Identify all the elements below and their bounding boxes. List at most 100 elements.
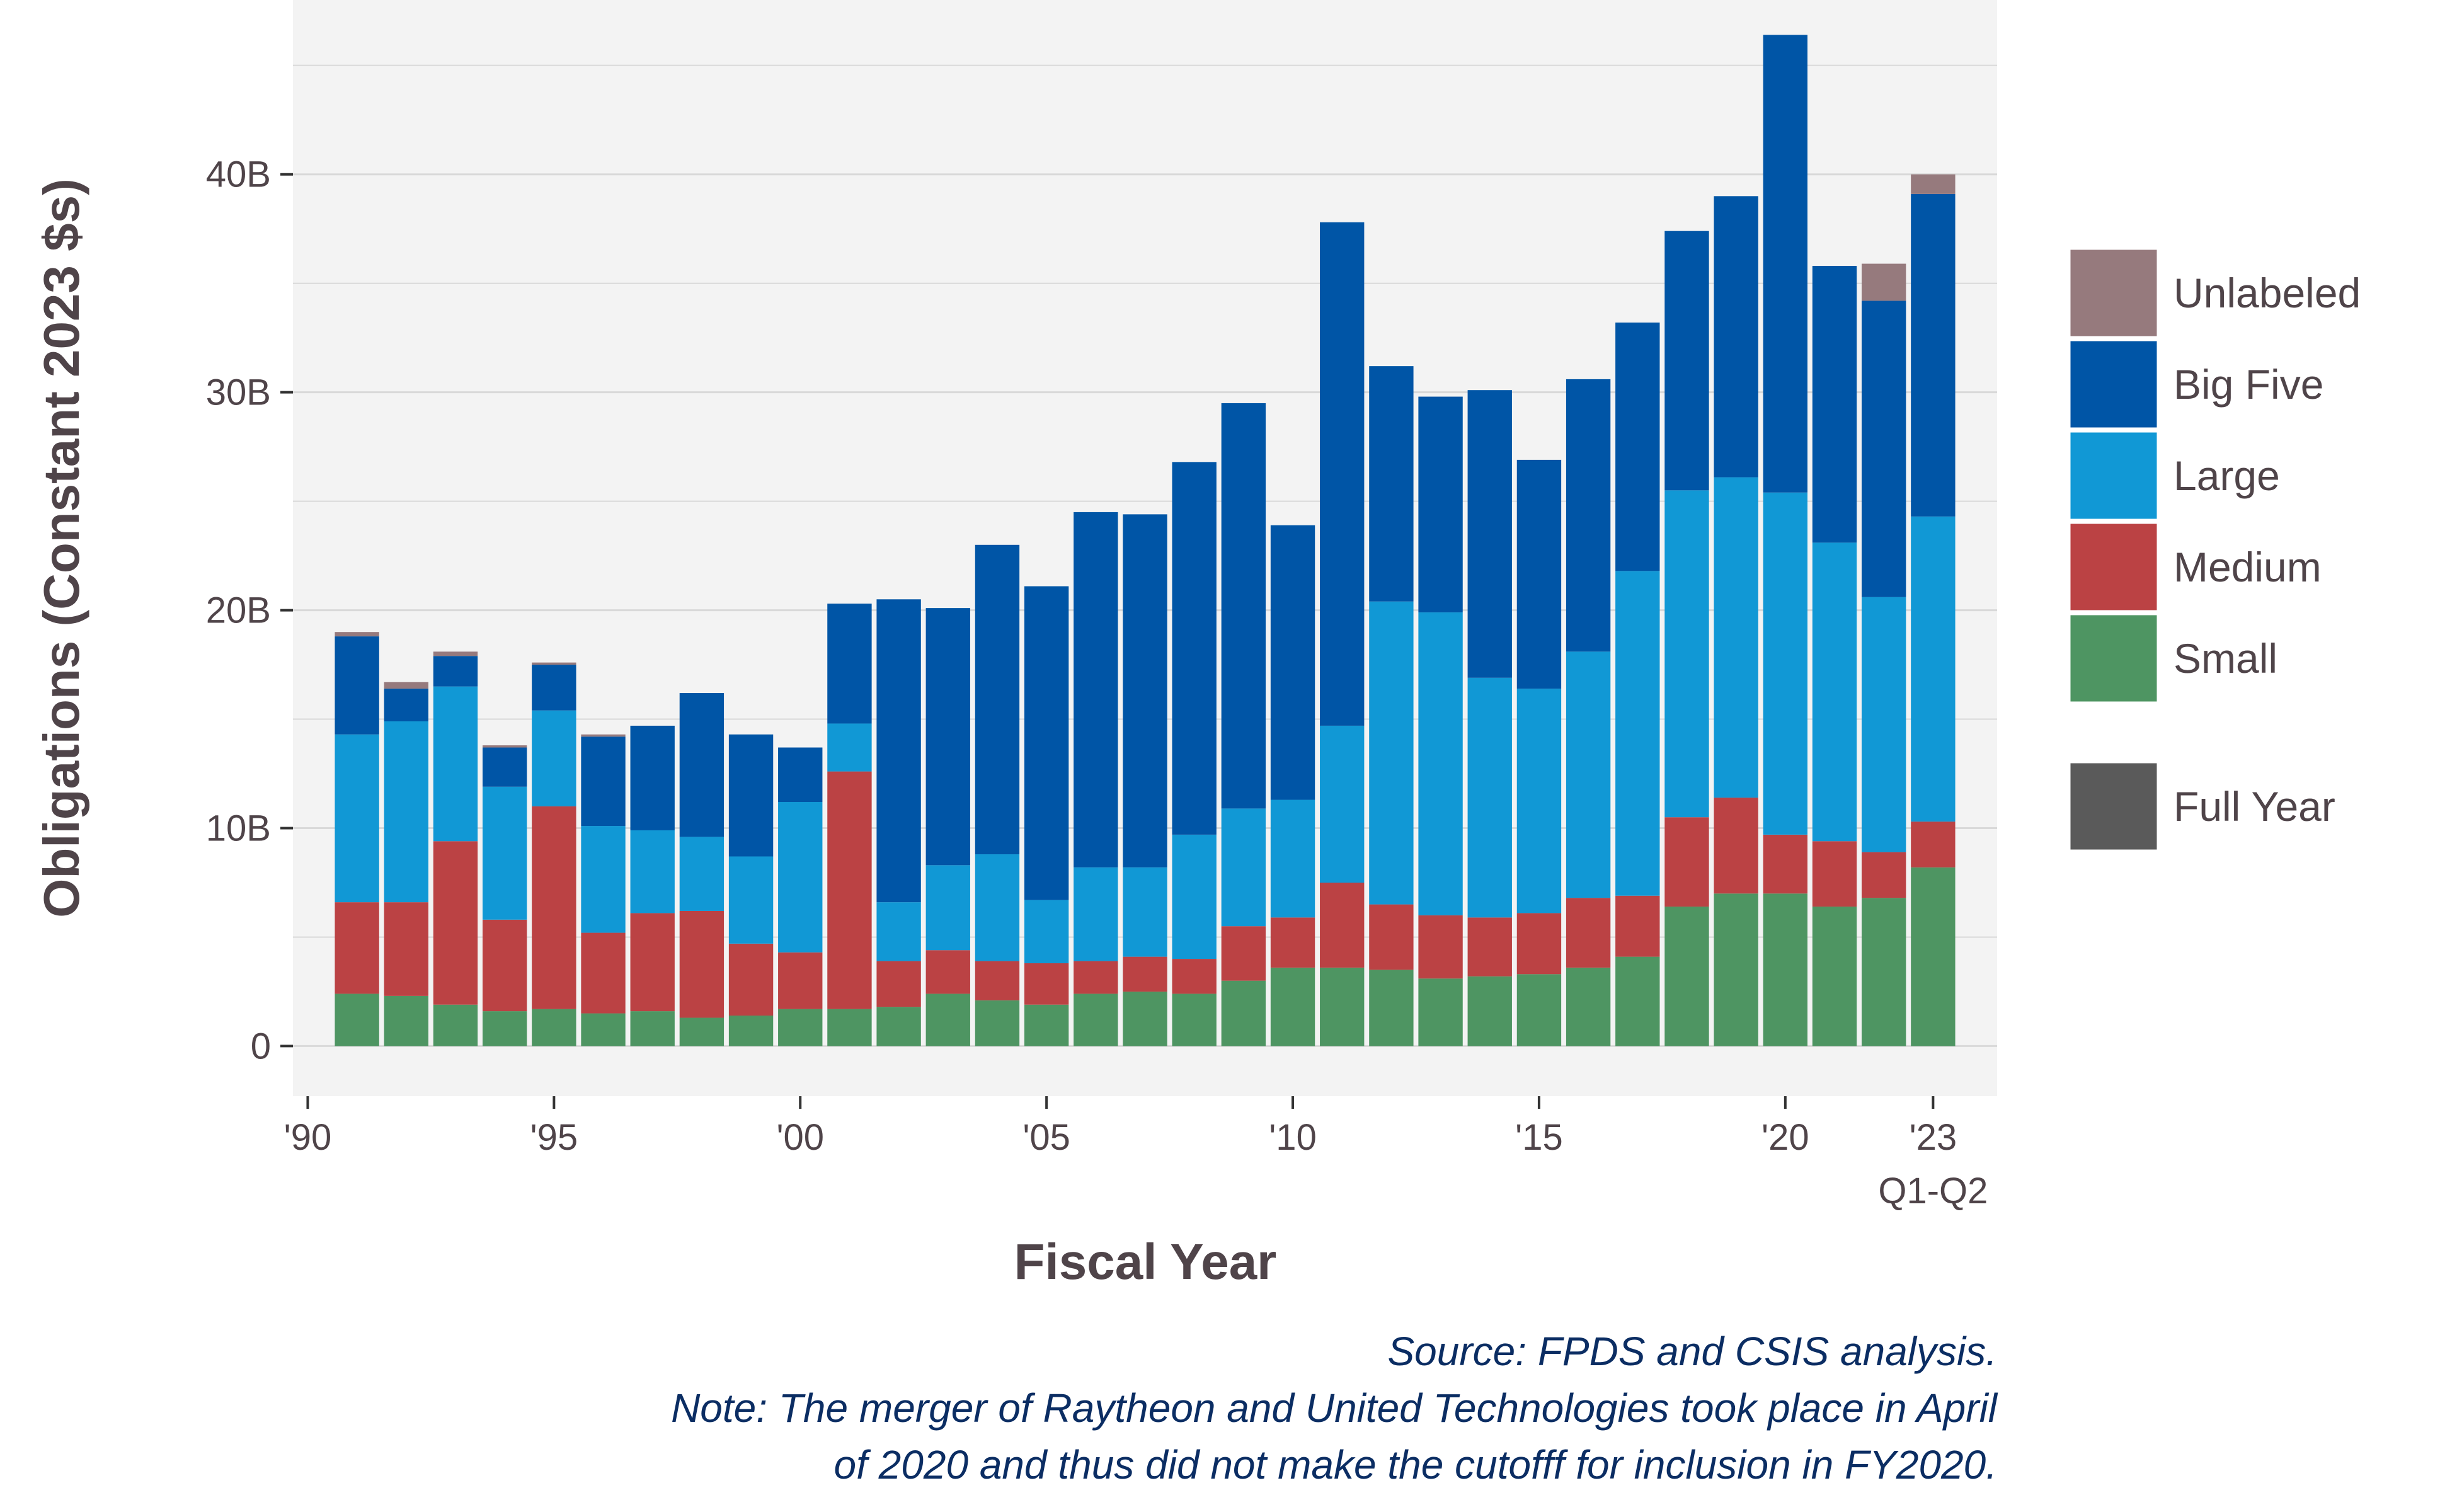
bar-segment-large bbox=[1123, 867, 1167, 957]
y-tick-label: 20B bbox=[206, 590, 271, 631]
bar-segment-medium bbox=[1615, 895, 1660, 957]
bar-segment-large bbox=[1221, 808, 1266, 927]
bar-segment-medium bbox=[433, 841, 478, 1005]
bar-segment-big-five bbox=[827, 604, 872, 724]
bar-segment-medium bbox=[925, 950, 970, 994]
bar-segment-medium bbox=[1123, 956, 1167, 992]
y-tick-label: 10B bbox=[206, 808, 271, 849]
bar-segment-medium bbox=[1221, 926, 1266, 981]
bar-segment-big-five bbox=[1024, 586, 1069, 900]
bar-segment-large bbox=[1320, 725, 1365, 883]
y-tick-label: 40B bbox=[206, 154, 271, 195]
y-axis-title: Obligations (Constant 2023 $s) bbox=[33, 178, 89, 918]
bar-segment-small bbox=[1467, 976, 1512, 1046]
bar-segment-medium bbox=[335, 902, 379, 994]
bar-segment-big-five bbox=[630, 725, 675, 830]
bar-segment-large bbox=[335, 734, 379, 903]
legend: Unlabeled Big Five Large Medium Small Full Ye… bbox=[2068, 248, 2361, 852]
bar-segment-big-five bbox=[1566, 379, 1611, 652]
bar-segment-small bbox=[1123, 991, 1167, 1046]
bar-segment-big-five bbox=[335, 636, 379, 735]
bar-segment-large bbox=[1467, 677, 1512, 918]
note-line-2: Note: The merger of Raytheon and United … bbox=[671, 1385, 1998, 1431]
x-tick-label: '10 bbox=[1269, 1117, 1317, 1158]
y-tick-label: 30B bbox=[206, 372, 271, 413]
bar-segment-large bbox=[1566, 651, 1611, 898]
bar-segment-large bbox=[1812, 542, 1857, 842]
bar-segment-big-five bbox=[384, 689, 428, 722]
bar-segment-big-five bbox=[1812, 266, 1857, 543]
bar-segment-small bbox=[532, 1009, 576, 1046]
bar-segment-small bbox=[482, 1011, 527, 1046]
bar-segment-big-five bbox=[1911, 193, 1956, 517]
bar-segment-large bbox=[1763, 492, 1808, 835]
bars bbox=[335, 35, 1956, 1046]
bar-segment-medium bbox=[1862, 852, 1906, 898]
bar-segment-medium bbox=[827, 771, 872, 1009]
bar-segment-medium bbox=[384, 902, 428, 996]
legend-key-medium bbox=[2068, 522, 2159, 612]
bar-segment-big-five bbox=[1664, 231, 1709, 491]
legend-key-large bbox=[2068, 430, 2159, 521]
bar-segment-big-five bbox=[532, 665, 576, 711]
bar-segment-small bbox=[1369, 970, 1414, 1046]
bar-segment-small bbox=[876, 1007, 921, 1046]
source-note: Source: FPDS and CSIS analysis. Note: Th… bbox=[671, 1329, 1998, 1487]
bar-segment-big-five bbox=[1369, 366, 1414, 602]
bar-segment-medium bbox=[581, 932, 626, 1014]
bar-segment-large bbox=[1172, 834, 1217, 959]
bar-segment-large bbox=[532, 710, 576, 806]
bar-segment-small bbox=[1615, 956, 1660, 1046]
bar-segment-small bbox=[1320, 967, 1365, 1046]
bar-segment-large bbox=[1418, 612, 1463, 915]
bar-segment-small bbox=[1270, 967, 1315, 1046]
note-line-3: of 2020 and thus did not make the cutoff… bbox=[834, 1442, 1998, 1487]
bar-segment-medium bbox=[876, 961, 921, 1007]
bar-segment-large bbox=[876, 902, 921, 961]
bar-segment-small bbox=[1664, 907, 1709, 1046]
bar-segment-medium bbox=[532, 806, 576, 1009]
bar-segment-medium bbox=[1664, 817, 1709, 907]
bar-segment-small bbox=[1024, 1004, 1069, 1046]
bar-segment-medium bbox=[1516, 913, 1562, 975]
legend-label: Medium bbox=[2174, 544, 2322, 590]
bar-segment-big-five bbox=[778, 747, 823, 803]
bar-segment-large bbox=[827, 723, 872, 772]
bar-segment-big-five bbox=[482, 747, 527, 787]
bar-segment-small bbox=[778, 1009, 823, 1046]
bar-segment-small bbox=[581, 1013, 626, 1046]
bar-segment-small bbox=[1418, 978, 1463, 1046]
bar-segment-small bbox=[1714, 893, 1758, 1046]
bar-segment-unlabeled bbox=[581, 734, 626, 737]
legend-label: Full Year bbox=[2174, 783, 2335, 830]
legend-key-small bbox=[2068, 613, 2159, 704]
bar-segment-big-five bbox=[975, 544, 1020, 855]
bar-segment-large bbox=[1369, 601, 1414, 905]
bar-segment-unlabeled bbox=[1911, 174, 1956, 194]
x-tick-label: '20 bbox=[1761, 1117, 1809, 1158]
bar-segment-medium bbox=[1911, 822, 1956, 868]
bar-segment-big-five bbox=[581, 736, 626, 827]
bar-segment-big-five bbox=[1467, 390, 1512, 678]
bar-segment-large bbox=[384, 721, 428, 903]
bar-segment-small bbox=[433, 1004, 478, 1046]
bar-segment-big-five bbox=[1418, 396, 1463, 613]
x-tick-label: '90 bbox=[284, 1117, 332, 1158]
bar-segment-unlabeled bbox=[1862, 263, 1906, 301]
legend-label: Unlabeled bbox=[2174, 270, 2361, 316]
x-tick-label: '15 bbox=[1515, 1117, 1563, 1158]
bar-segment-large bbox=[1516, 689, 1562, 914]
bar-segment-medium bbox=[1566, 898, 1611, 968]
legend-key-big-five bbox=[2068, 339, 2159, 430]
bar-segment-small bbox=[1566, 967, 1611, 1046]
bar-segment-medium bbox=[1714, 798, 1758, 894]
bar-segment-large bbox=[433, 686, 478, 842]
legend-label: Large bbox=[2174, 452, 2280, 499]
bar-segment-small bbox=[1516, 974, 1562, 1046]
bar-segment-medium bbox=[1369, 904, 1414, 970]
bar-segment-big-five bbox=[1172, 462, 1217, 835]
bar-segment-small bbox=[384, 995, 428, 1046]
bar-segment-medium bbox=[975, 961, 1020, 1000]
bar-segment-medium bbox=[1320, 882, 1365, 968]
